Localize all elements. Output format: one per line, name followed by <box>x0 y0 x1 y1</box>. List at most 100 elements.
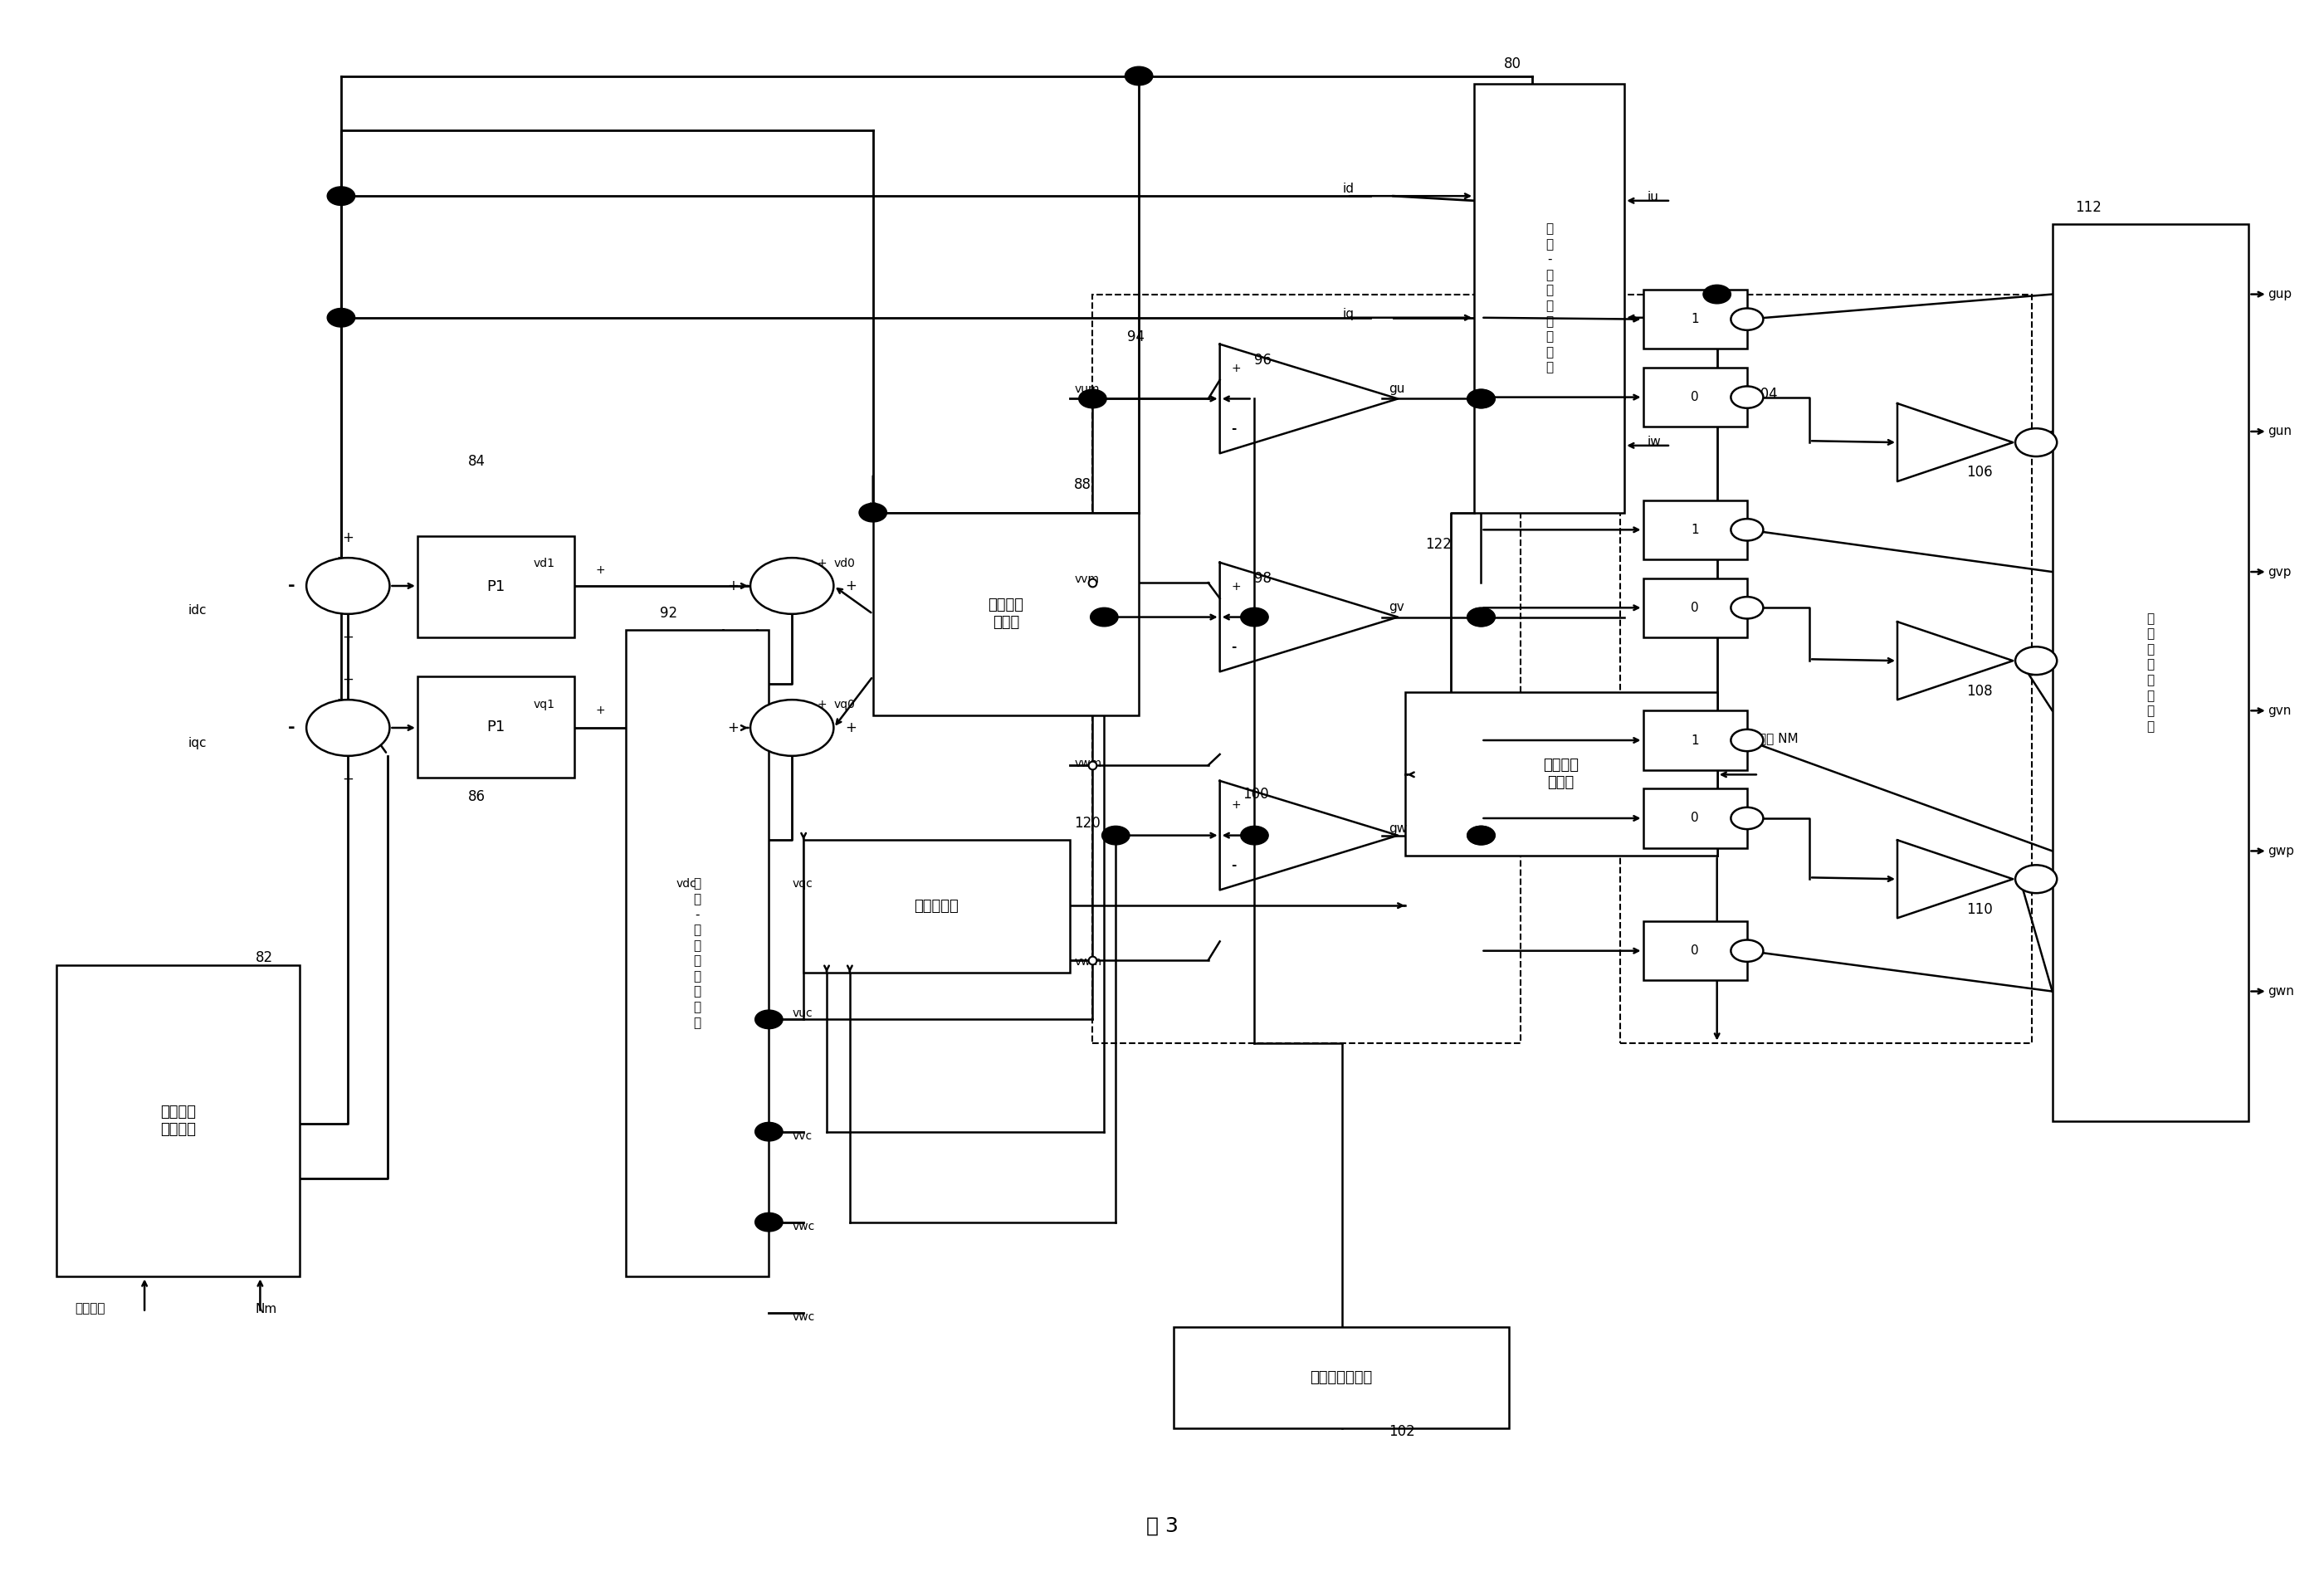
Circle shape <box>755 1213 783 1232</box>
Circle shape <box>755 1122 783 1141</box>
Text: 1: 1 <box>1692 523 1699 536</box>
Bar <box>418 536 574 638</box>
Bar <box>625 630 769 1277</box>
Text: 86: 86 <box>467 790 486 804</box>
Text: vd1: vd1 <box>532 558 555 570</box>
Text: +: + <box>342 771 353 787</box>
Text: vwc: vwc <box>792 1221 816 1232</box>
Text: 非交互式
控制器: 非交互式 控制器 <box>988 599 1025 630</box>
Text: +: + <box>342 531 353 545</box>
Bar <box>418 677 574 778</box>
Text: vvc: vvc <box>792 1131 811 1142</box>
Text: vum: vum <box>1074 383 1099 394</box>
Text: 两相调制器: 两相调制器 <box>913 899 960 914</box>
Circle shape <box>1466 390 1494 408</box>
Text: vwm: vwm <box>1074 955 1102 968</box>
Text: +: + <box>595 564 604 577</box>
Text: 三
相
-
旋
转
坐
标
变
换
器: 三 相 - 旋 转 坐 标 变 换 器 <box>1545 223 1552 374</box>
Bar <box>1643 789 1748 848</box>
Text: Nm: Nm <box>256 1302 277 1315</box>
Circle shape <box>751 558 834 614</box>
Text: 82: 82 <box>256 950 272 965</box>
Circle shape <box>1078 390 1106 408</box>
Text: 102: 102 <box>1390 1425 1415 1439</box>
Text: +: + <box>818 558 827 570</box>
Text: -: - <box>1232 423 1236 435</box>
Text: +: + <box>342 630 353 644</box>
Circle shape <box>1466 390 1494 408</box>
Text: 三角波产生单元: 三角波产生单元 <box>1311 1370 1373 1384</box>
Text: 转速 NM: 转速 NM <box>1759 732 1799 745</box>
Circle shape <box>751 699 834 756</box>
Text: 静
止
-
旋
转
坐
标
变
换
器: 静 止 - 旋 转 坐 标 变 换 器 <box>693 878 702 1029</box>
Text: gvn: gvn <box>2268 704 2291 716</box>
Bar <box>1643 921 1748 980</box>
Circle shape <box>1102 826 1129 845</box>
Text: gup: gup <box>2268 287 2291 300</box>
Text: vd0: vd0 <box>834 558 855 570</box>
Circle shape <box>1125 66 1153 85</box>
Text: 122: 122 <box>1425 537 1452 551</box>
Text: vq0: vq0 <box>834 699 855 710</box>
Bar <box>1643 368 1748 427</box>
Bar <box>804 840 1069 972</box>
Circle shape <box>1241 826 1269 845</box>
Circle shape <box>1466 826 1494 845</box>
Text: -: - <box>1232 859 1236 872</box>
Bar <box>1473 83 1624 512</box>
Text: vwc: vwc <box>792 1312 816 1323</box>
Text: 104: 104 <box>1752 386 1778 402</box>
Circle shape <box>1466 608 1494 627</box>
Text: 0: 0 <box>1692 602 1699 614</box>
Text: idc: idc <box>188 603 207 616</box>
Circle shape <box>755 1010 783 1029</box>
Text: vvm: vvm <box>1074 573 1099 586</box>
Circle shape <box>2015 429 2057 457</box>
Text: gun: gun <box>2268 426 2291 438</box>
Text: gvp: gvp <box>2268 566 2291 578</box>
Text: 80: 80 <box>1504 57 1522 71</box>
Circle shape <box>860 503 888 522</box>
Text: id: id <box>1343 182 1355 195</box>
Text: iu: iu <box>1648 190 1659 203</box>
Text: 所需扭矩: 所需扭矩 <box>74 1302 105 1315</box>
Circle shape <box>328 187 356 206</box>
Text: 命令电流
产生单元: 命令电流 产生单元 <box>160 1104 195 1137</box>
Circle shape <box>307 558 390 614</box>
Text: +: + <box>727 721 739 735</box>
Bar <box>1643 710 1748 770</box>
Bar <box>1404 691 1717 856</box>
Text: +: + <box>1232 800 1241 811</box>
Bar <box>874 512 1139 715</box>
Bar <box>2052 225 2250 1120</box>
Text: gwp: gwp <box>2268 845 2294 858</box>
Text: 92: 92 <box>660 605 679 621</box>
Circle shape <box>307 699 390 756</box>
Text: P1: P1 <box>486 580 504 594</box>
Text: gv: gv <box>1390 600 1404 613</box>
Text: vqc: vqc <box>792 878 813 889</box>
Bar <box>1620 294 2031 1043</box>
Text: +: + <box>818 699 827 710</box>
Bar <box>1174 1326 1508 1428</box>
Text: 106: 106 <box>1966 465 1994 481</box>
Circle shape <box>1731 729 1764 751</box>
Circle shape <box>1090 608 1118 627</box>
Text: 0: 0 <box>1692 812 1699 825</box>
Text: -: - <box>288 720 295 737</box>
Text: gwn: gwn <box>2268 985 2294 998</box>
Circle shape <box>1731 597 1764 619</box>
Text: 110: 110 <box>1966 902 1994 917</box>
Bar <box>1643 578 1748 638</box>
Text: iv: iv <box>1648 308 1659 320</box>
Circle shape <box>1731 807 1764 829</box>
Circle shape <box>1241 608 1269 627</box>
Text: 98: 98 <box>1255 572 1271 586</box>
Text: iw: iw <box>1648 435 1662 448</box>
Text: 0: 0 <box>1692 391 1699 404</box>
Text: 故
障
切
换
开
关
单
元: 故 障 切 换 开 关 单 元 <box>2147 613 2154 732</box>
Text: 112: 112 <box>2075 200 2101 215</box>
Text: iqc: iqc <box>188 737 207 749</box>
Text: +: + <box>342 672 353 687</box>
Text: vdc: vdc <box>676 878 697 889</box>
